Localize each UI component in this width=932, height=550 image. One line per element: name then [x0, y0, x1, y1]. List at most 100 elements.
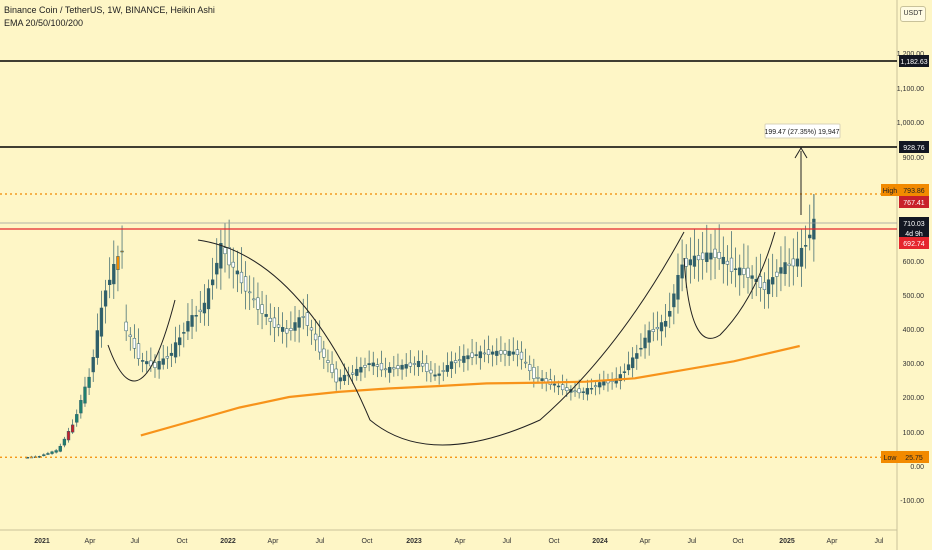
- y-tick-label: 600.00: [903, 259, 925, 266]
- candle-body: [400, 364, 404, 370]
- y-tick-label: 1,200.00: [897, 51, 924, 58]
- candle-body: [445, 365, 450, 372]
- price-tag-label: High: [883, 188, 898, 195]
- candle-body: [733, 268, 738, 270]
- candle-body: [334, 368, 338, 383]
- x-tick-label: Oct: [362, 538, 373, 545]
- candle-body: [190, 315, 194, 327]
- candle-body: [688, 259, 692, 266]
- price-tag: [899, 217, 929, 229]
- ema-line: [140, 344, 800, 437]
- candle-body: [79, 400, 83, 414]
- x-tick-label: Jul: [131, 538, 140, 545]
- candle-body: [433, 374, 437, 377]
- candle-body: [210, 279, 215, 286]
- candle-body: [602, 381, 606, 386]
- candle-body: [132, 338, 137, 349]
- candle-body: [482, 352, 487, 355]
- candle-body: [342, 374, 347, 381]
- candle-body: [46, 453, 50, 455]
- x-tick-label: 2024: [592, 538, 608, 545]
- candle-body: [108, 279, 112, 285]
- candle-body: [635, 353, 639, 359]
- x-tick-label: 2021: [34, 538, 50, 545]
- y-tick-label: 100.00: [903, 430, 925, 437]
- candle-body: [536, 377, 540, 379]
- candle-body: [618, 374, 622, 382]
- candle-body: [99, 307, 104, 337]
- candle-body: [593, 385, 598, 388]
- candle-body: [412, 363, 417, 365]
- y-tick-label: 900.00: [903, 155, 925, 162]
- candle-body: [91, 357, 95, 373]
- candle-body: [54, 450, 58, 453]
- price-tag: [899, 451, 929, 463]
- candle-body: [165, 356, 169, 359]
- candle-body: [643, 337, 647, 349]
- candle-body: [116, 256, 120, 270]
- candle-body: [388, 367, 392, 373]
- candle-body: [367, 363, 371, 365]
- candle-body: [659, 322, 664, 332]
- candle-body: [470, 352, 474, 358]
- candle-body: [766, 279, 771, 295]
- candle-body: [169, 352, 174, 356]
- candle-body: [717, 252, 721, 259]
- x-tick-label: Apr: [85, 538, 97, 545]
- candle-body: [639, 347, 643, 350]
- candle-body: [297, 317, 301, 328]
- candle-body: [511, 351, 515, 355]
- candle-body: [453, 360, 458, 364]
- candle-body: [363, 365, 367, 368]
- price-tag-value: 692.74: [903, 241, 925, 248]
- candle-body: [696, 255, 701, 261]
- candle-body: [466, 355, 470, 360]
- candle-body: [528, 364, 532, 372]
- y-tick-label: 400.00: [903, 327, 925, 334]
- candle-body: [260, 304, 264, 314]
- currency-button[interactable]: USDT: [900, 6, 926, 22]
- x-tick-label: Jul: [503, 538, 512, 545]
- candle-body: [408, 362, 412, 367]
- candle-body: [70, 424, 75, 433]
- candle-body: [309, 327, 314, 331]
- x-tick-label: Jul: [316, 538, 325, 545]
- candle-body: [161, 358, 165, 365]
- candle-body: [231, 261, 235, 268]
- candle-body: [651, 329, 655, 332]
- candle-body: [289, 328, 293, 331]
- candle-body: [515, 349, 520, 355]
- x-tick-label: Oct: [177, 538, 188, 545]
- chart-title: Binance Coin / TetherUS, 1W, BINANCE, He…: [4, 5, 215, 15]
- price-tag-value: 4d 9h: [905, 231, 923, 238]
- candle-body: [519, 351, 524, 360]
- price-tag-value: 1,182.63: [900, 59, 927, 66]
- candle-body: [647, 330, 651, 343]
- candle-body: [301, 316, 305, 318]
- candle-body: [322, 348, 326, 358]
- candle-body: [268, 317, 272, 322]
- candle-body: [313, 333, 318, 341]
- candle-body: [721, 256, 725, 265]
- candle-body: [42, 454, 46, 456]
- candle-body: [523, 361, 528, 364]
- candle-body: [474, 354, 478, 356]
- candle-body: [206, 288, 211, 310]
- candle-body: [198, 309, 202, 312]
- candle-body: [631, 357, 635, 369]
- candle-body: [486, 349, 491, 355]
- candle-body: [491, 351, 495, 355]
- candle-body: [124, 321, 128, 332]
- x-tick-label: 2025: [779, 538, 795, 545]
- candle-body: [713, 248, 717, 258]
- candle-body: [75, 414, 79, 423]
- x-tick-label: Apr: [827, 538, 839, 545]
- candle-body: [293, 322, 297, 331]
- candle-body: [256, 297, 260, 310]
- candle-body: [375, 364, 380, 367]
- candle-body: [771, 277, 775, 285]
- candle-body: [227, 247, 231, 266]
- price-tag: [899, 184, 929, 196]
- candle-body: [746, 267, 750, 278]
